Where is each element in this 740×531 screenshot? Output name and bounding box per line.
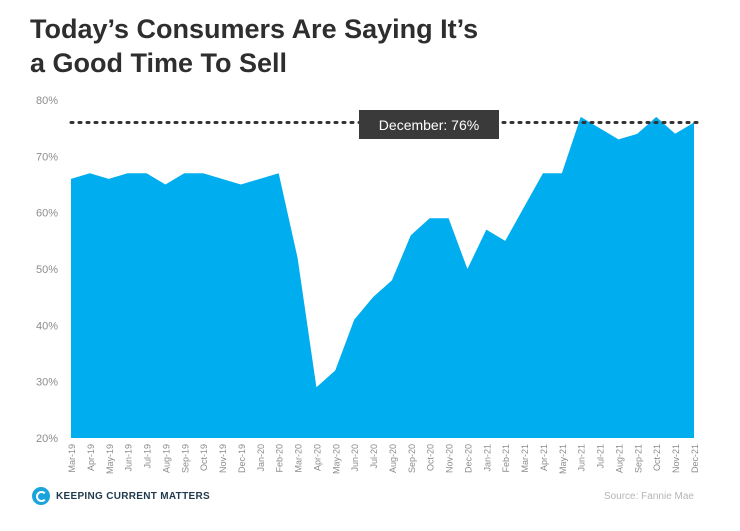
x-tick-label: Dec-20	[463, 444, 473, 473]
x-tick-label: Oct-21	[652, 444, 662, 471]
source-note: Source: Fannie Mae	[603, 491, 694, 502]
x-tick-label: Sep-21	[633, 444, 643, 473]
x-tick-label: Apr-21	[539, 444, 549, 471]
x-tick-label: Sep-20	[407, 444, 417, 473]
x-tick-label: Oct-20	[426, 444, 436, 471]
callout-label: December: 76%	[379, 117, 479, 133]
x-tick-label: May-19	[105, 444, 115, 474]
x-tick-label: Aug-21	[614, 444, 624, 473]
area-series	[71, 116, 694, 439]
x-tick-label: Jul-21	[596, 444, 606, 469]
x-tick-label: Jul-19	[143, 444, 153, 469]
chart-title-line-2: a Good Time To Sell	[30, 48, 288, 78]
logo-icon	[32, 487, 50, 505]
y-tick-label: 50%	[36, 264, 58, 276]
x-tick-label: Dec-19	[237, 444, 247, 473]
x-tick-label: Nov-21	[671, 444, 681, 473]
y-tick-label: 40%	[36, 320, 58, 332]
x-tick-label: Aug-19	[161, 444, 171, 473]
x-tick-label: Jun-21	[577, 444, 587, 472]
x-tick-label: Mar-21	[520, 444, 530, 473]
x-tick-label: Oct-19	[199, 444, 209, 471]
x-tick-label: Aug-20	[388, 444, 398, 473]
x-tick-label: Jun-20	[350, 444, 360, 472]
x-tick-label: Jan-21	[482, 444, 492, 472]
x-tick-label: May-20	[331, 444, 341, 474]
callout-box	[359, 110, 499, 139]
y-tick-label: 20%	[36, 433, 58, 445]
y-tick-label: 30%	[36, 377, 58, 389]
x-tick-label: Apr-20	[312, 444, 322, 471]
chart-title-line-1: Today’s Consumers Are Saying It’s	[30, 14, 479, 44]
x-tick-label: Sep-19	[180, 444, 190, 473]
x-tick-label: Feb-21	[501, 444, 511, 473]
x-tick-label: Jan-20	[256, 444, 266, 472]
x-tick-label: Jul-20	[369, 444, 379, 469]
x-tick-label: Jun-19	[124, 444, 134, 472]
x-tick-label: Mar-19	[67, 444, 77, 473]
area-chart: 20% 30% 40% 50% 60% 70% 80% Mar-19 Apr-19 May-19 J…	[36, 95, 700, 474]
x-tick-label: Nov-19	[218, 444, 228, 473]
x-tick-label: Nov-20	[445, 444, 455, 473]
x-tick-label: Mar-20	[294, 444, 304, 473]
brand-logo: Keeping Current Matters	[32, 487, 210, 505]
x-tick-label: Apr-19	[86, 444, 96, 471]
logo-text: Keeping Current Matters	[56, 490, 210, 502]
y-tick-label: 80%	[36, 95, 58, 107]
x-tick-label: Feb-20	[275, 444, 285, 473]
x-tick-label: May-21	[558, 444, 568, 474]
y-tick-label: 70%	[36, 151, 58, 163]
y-tick-label: 60%	[36, 208, 58, 220]
chart-title: Today’s Consumers Are Saying It’s a Good…	[30, 12, 670, 80]
x-tick-label: Dec-21	[690, 444, 700, 473]
